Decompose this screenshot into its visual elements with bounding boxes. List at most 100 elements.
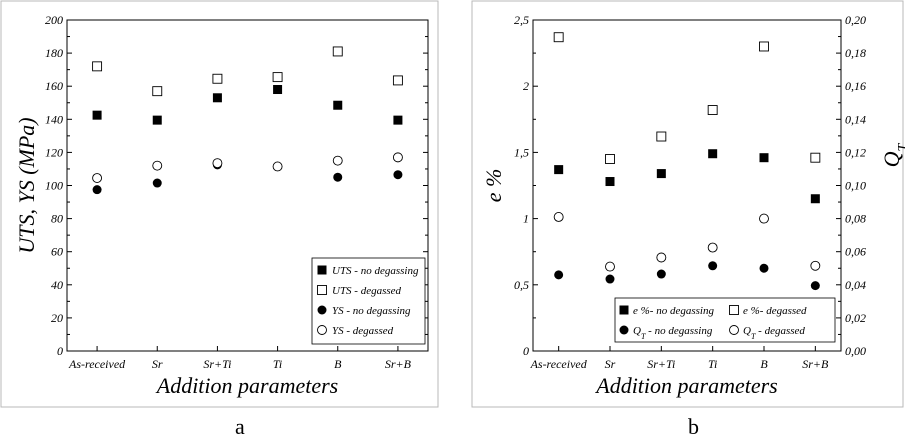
data-point bbox=[212, 158, 223, 169]
x-tick-label: Sr+Ti bbox=[203, 357, 231, 371]
y2-tick-label: 0,06 bbox=[845, 245, 866, 259]
y2-tick-label: 0,04 bbox=[845, 278, 866, 292]
legend-marker bbox=[317, 265, 327, 275]
data-point bbox=[393, 170, 403, 180]
data-point bbox=[810, 281, 820, 291]
data-point bbox=[605, 177, 615, 187]
y2-tick-label: 0,12 bbox=[845, 145, 866, 159]
data-point bbox=[656, 169, 666, 179]
legend-label-sub: T bbox=[641, 332, 646, 341]
data-point bbox=[152, 86, 163, 97]
legend-label: YS - degassed bbox=[332, 325, 394, 337]
legend-label: e %- degassed bbox=[743, 305, 807, 317]
x-tick-label: Ti bbox=[708, 357, 717, 371]
legend-marker bbox=[317, 305, 327, 315]
data-point bbox=[708, 261, 718, 271]
y-tick-label: 140 bbox=[45, 112, 63, 126]
series-open-square bbox=[92, 46, 403, 97]
data-point bbox=[656, 252, 667, 263]
data-point bbox=[553, 32, 564, 43]
legend-marker bbox=[317, 285, 327, 295]
legend-label: e %- no degassing bbox=[633, 305, 714, 317]
series-open-circle bbox=[92, 152, 403, 184]
legend-marker bbox=[619, 305, 629, 315]
chart-b: 0 0,5 1 1,5 2 2,5 0,00 0,02 0,04 0,06 0,08 0,10 0,12… bbox=[471, 0, 905, 408]
data-point bbox=[392, 75, 403, 86]
series-open-square bbox=[553, 32, 821, 164]
panel-label-b: b bbox=[688, 414, 699, 439]
data-point bbox=[333, 100, 343, 110]
data-point bbox=[92, 61, 103, 72]
panel-label-a: a bbox=[235, 414, 245, 439]
y2-axis-title-sub: T bbox=[896, 142, 905, 151]
data-point bbox=[605, 274, 615, 284]
y-tick-label: 0,5 bbox=[514, 278, 529, 292]
x-tick-label: Sr+Ti bbox=[647, 357, 675, 371]
x-axis-title: Addition parameters bbox=[594, 373, 778, 398]
series-open-circle bbox=[553, 211, 821, 272]
y2-tick-label: 0,18 bbox=[845, 46, 866, 60]
data-point bbox=[708, 149, 718, 159]
data-point bbox=[393, 115, 403, 125]
data-point bbox=[333, 172, 343, 182]
data-point bbox=[212, 73, 223, 84]
y-axis-title: e % bbox=[481, 169, 506, 203]
legend-marker bbox=[729, 325, 739, 335]
panel-frame bbox=[471, 0, 904, 408]
legend-marker bbox=[619, 325, 629, 335]
data-point bbox=[605, 261, 615, 272]
data-point bbox=[656, 269, 666, 279]
data-point bbox=[810, 152, 821, 163]
y-tick-label: 2 bbox=[523, 79, 529, 93]
data-point bbox=[810, 260, 821, 271]
data-point bbox=[605, 154, 615, 164]
data-point bbox=[152, 160, 163, 171]
y-tick-label: 20 bbox=[51, 311, 63, 325]
data-point bbox=[92, 110, 102, 120]
y-tick-label: 180 bbox=[45, 46, 63, 60]
legend-label: YS - no degassing bbox=[332, 305, 411, 317]
y2-tick-label: 0,00 bbox=[845, 344, 866, 358]
y-tick-label: 2,5 bbox=[514, 13, 529, 27]
data-point bbox=[332, 155, 343, 166]
y-tick-label: 80 bbox=[51, 212, 63, 226]
y-tick-label: 160 bbox=[45, 79, 63, 93]
x-tick-label: Sr+B bbox=[802, 357, 829, 371]
y-tick-label: 1 bbox=[523, 212, 529, 226]
legend-label-sub: T bbox=[751, 332, 756, 341]
data-point bbox=[212, 93, 222, 103]
x-axis-title: Addition parameters bbox=[155, 373, 339, 398]
data-point bbox=[273, 85, 283, 95]
series-filled-circle bbox=[554, 261, 820, 291]
x-tick-label: B bbox=[334, 357, 342, 371]
y-tick-label: 0 bbox=[57, 344, 63, 358]
data-point bbox=[707, 242, 718, 253]
y2-tick-label: 0,16 bbox=[845, 79, 866, 93]
data-point bbox=[553, 211, 564, 222]
data-point bbox=[332, 46, 343, 57]
data-point bbox=[554, 165, 564, 175]
series-filled-square bbox=[554, 149, 820, 204]
data-point bbox=[92, 173, 103, 184]
legend-marker bbox=[729, 305, 739, 315]
y-tick-label: 100 bbox=[45, 179, 63, 193]
x-tick-label: B bbox=[760, 357, 768, 371]
y-tick-label: 1,5 bbox=[514, 145, 529, 159]
legend-label: QT - degassed bbox=[743, 325, 805, 341]
data-point bbox=[392, 152, 403, 163]
y2-tick-label: 0,14 bbox=[845, 112, 866, 126]
data-point bbox=[656, 131, 667, 142]
y2-tick-label: 0,10 bbox=[845, 179, 866, 193]
y-tick-label: 200 bbox=[45, 13, 63, 27]
data-point bbox=[152, 178, 162, 188]
y-tick-label: 120 bbox=[45, 145, 63, 159]
chart-a: 0 20 40 60 80 100 120 140 160 180 200 As-received Sr… bbox=[0, 0, 439, 408]
x-tick-label: Sr bbox=[152, 357, 163, 371]
y-axis-title: UTS, YS (MPa) bbox=[14, 117, 39, 253]
legend-box bbox=[614, 297, 836, 343]
legend-marker bbox=[317, 325, 327, 335]
y2-tick-label: 0,08 bbox=[845, 212, 866, 226]
legend-label-rest: - degassed bbox=[755, 325, 805, 337]
y-tick-label: 40 bbox=[51, 278, 63, 292]
legend-label-rest: - no degassing bbox=[645, 325, 712, 337]
